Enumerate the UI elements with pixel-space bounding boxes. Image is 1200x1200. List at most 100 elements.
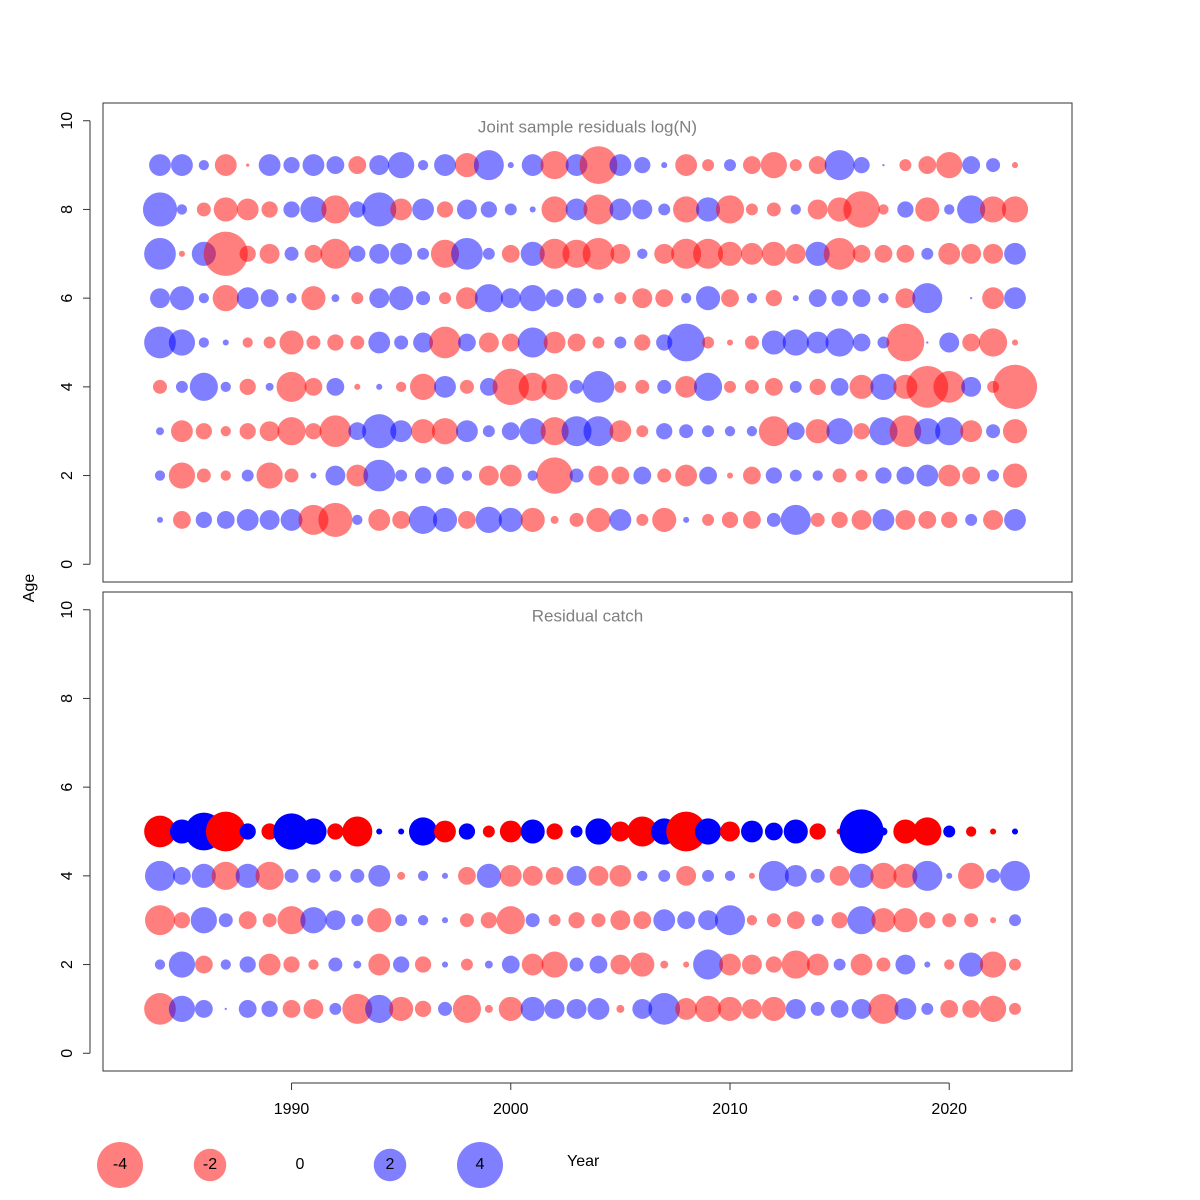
y-tick-label: 4 [59, 871, 76, 880]
y-tick-label: 8 [59, 205, 76, 214]
bubble [389, 996, 414, 1021]
bubble [921, 247, 934, 260]
bubble [851, 998, 872, 1019]
bubble [715, 195, 745, 224]
y-tick-label: 6 [59, 783, 76, 792]
bubble [587, 997, 610, 1020]
plot-frame [102, 591, 1073, 1072]
bubble [365, 994, 394, 1023]
bubble [459, 913, 474, 928]
bubble [478, 332, 499, 353]
bubble [658, 869, 671, 882]
bubble [661, 162, 668, 169]
bubble [568, 912, 585, 929]
bubble [585, 818, 612, 845]
bubble [501, 955, 520, 974]
bubble [829, 865, 850, 886]
bubble [741, 954, 762, 975]
bubble [561, 416, 592, 447]
bubble [868, 993, 899, 1024]
bubble [726, 472, 734, 479]
bubble [536, 457, 573, 494]
bubble [363, 459, 396, 492]
y-tick-label: 2 [59, 960, 76, 969]
bubble [304, 244, 323, 263]
bubble [236, 508, 259, 531]
bubble [280, 508, 303, 531]
bubble [173, 912, 191, 929]
bubble [589, 955, 608, 974]
bubble [521, 154, 544, 177]
bubble [702, 336, 715, 349]
bubble [896, 244, 915, 263]
bubble [702, 425, 715, 438]
bubble [843, 191, 880, 228]
bubble [522, 865, 543, 886]
bubble [452, 994, 482, 1023]
bubble [609, 864, 632, 887]
bubble [301, 286, 326, 311]
bubble [144, 993, 176, 1025]
bubble [924, 961, 931, 968]
bubble [808, 289, 827, 308]
bubble [417, 870, 429, 881]
bubble [417, 159, 429, 171]
bubble [582, 237, 615, 270]
bubble [895, 954, 916, 975]
bubble [874, 244, 893, 263]
bubble [303, 998, 324, 1019]
bubble [220, 470, 231, 481]
bubble [588, 465, 609, 486]
bubble [242, 337, 253, 348]
y-tick-label: 8 [59, 694, 76, 703]
bubble [941, 511, 958, 529]
bubble [475, 506, 502, 534]
bubble [609, 420, 632, 443]
bubble [741, 242, 763, 265]
bubble [504, 203, 517, 216]
bubble [630, 952, 655, 977]
bubble [912, 860, 943, 891]
bubble [942, 913, 957, 928]
bubble [743, 466, 761, 485]
bubble [673, 196, 700, 223]
bubble [439, 292, 451, 305]
bubble [611, 466, 630, 485]
bubble [636, 425, 649, 438]
legend-label: 2 [386, 1156, 395, 1173]
bubble [943, 825, 956, 838]
bubble [914, 418, 941, 445]
bubble [748, 872, 755, 879]
bubble [962, 333, 981, 352]
bubble [636, 513, 649, 526]
bubble [652, 507, 677, 532]
legend-label: 0 [296, 1156, 305, 1173]
bubble [173, 866, 191, 885]
bubble [173, 510, 191, 529]
legend-label: -4 [113, 1156, 127, 1173]
bubble [540, 151, 569, 180]
y-axis-label: Age [21, 574, 38, 603]
bubble [965, 513, 978, 526]
bubble [653, 909, 676, 932]
bubble [145, 860, 175, 891]
bubble [852, 289, 871, 308]
bubble [367, 908, 392, 933]
bubble [408, 505, 438, 534]
bubble [1009, 958, 1021, 971]
bubble [783, 819, 808, 844]
legend-label: 4 [476, 1156, 485, 1173]
bubble [609, 154, 632, 177]
bubble [826, 418, 853, 445]
bubble [893, 908, 918, 933]
bubble [456, 420, 478, 443]
bubble [541, 951, 568, 978]
bubble [761, 241, 786, 266]
bubble [544, 998, 565, 1019]
bubble [541, 196, 568, 223]
bubble [1009, 914, 1021, 927]
bubble [746, 915, 758, 926]
bubble [831, 290, 848, 307]
bubble [220, 959, 231, 970]
bubble [758, 416, 789, 447]
